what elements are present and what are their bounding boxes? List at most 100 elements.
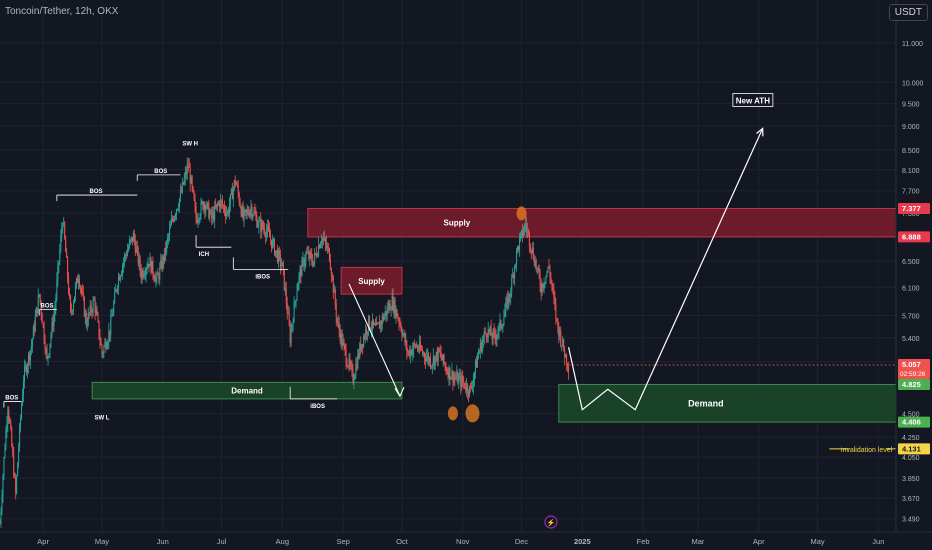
candle bbox=[372, 319, 374, 325]
supply-zone bbox=[307, 208, 897, 238]
candle bbox=[403, 333, 405, 335]
candle bbox=[102, 353, 104, 355]
candle bbox=[476, 357, 478, 368]
candle bbox=[350, 365, 352, 366]
candle bbox=[78, 279, 80, 287]
candle bbox=[440, 352, 442, 358]
candle bbox=[33, 326, 35, 331]
candle bbox=[502, 325, 504, 328]
candle bbox=[32, 326, 34, 340]
candle bbox=[235, 183, 237, 185]
candle bbox=[158, 274, 160, 280]
candle bbox=[55, 297, 57, 309]
candle bbox=[194, 200, 196, 207]
candle bbox=[277, 250, 279, 263]
candle bbox=[496, 335, 498, 340]
candle bbox=[278, 250, 280, 255]
candle bbox=[400, 323, 402, 331]
candle bbox=[224, 211, 226, 216]
candle bbox=[148, 264, 150, 267]
candle bbox=[149, 258, 151, 267]
candle bbox=[383, 315, 385, 321]
price-label-text: 6.888 bbox=[902, 232, 921, 241]
candle bbox=[494, 332, 496, 337]
candle bbox=[86, 324, 88, 326]
candle bbox=[542, 283, 544, 288]
candle bbox=[312, 261, 314, 266]
candle bbox=[484, 331, 486, 334]
candle bbox=[299, 269, 301, 275]
lightning-icon bbox=[544, 515, 558, 529]
candle bbox=[515, 264, 517, 267]
price-tick-label: 3.670 bbox=[902, 496, 920, 503]
candle bbox=[142, 270, 144, 277]
candle bbox=[313, 261, 315, 266]
down-arrow-head bbox=[394, 387, 405, 398]
candle bbox=[522, 230, 524, 237]
candle bbox=[421, 349, 423, 351]
candle bbox=[192, 186, 194, 192]
candle bbox=[60, 235, 62, 250]
candle bbox=[460, 375, 462, 387]
candle bbox=[474, 360, 476, 373]
candle bbox=[128, 241, 130, 248]
candle bbox=[260, 219, 262, 232]
time-tick-label: Oct bbox=[396, 537, 409, 546]
candle bbox=[424, 357, 426, 362]
candle bbox=[493, 330, 495, 333]
candle bbox=[252, 215, 254, 217]
candle bbox=[144, 274, 146, 276]
price-label-text: 7.377 bbox=[902, 204, 921, 213]
candle bbox=[365, 329, 367, 338]
candle bbox=[413, 343, 415, 350]
candle bbox=[159, 266, 161, 280]
time-axis bbox=[0, 532, 932, 550]
candle bbox=[329, 260, 331, 270]
candle bbox=[303, 259, 305, 267]
candle bbox=[364, 336, 366, 338]
candle bbox=[391, 295, 393, 310]
candle bbox=[263, 227, 265, 230]
candle bbox=[422, 350, 424, 354]
candle bbox=[38, 294, 40, 296]
candle bbox=[268, 226, 270, 231]
candle bbox=[201, 202, 203, 203]
candle bbox=[161, 260, 163, 269]
currency-button[interactable]: USDT bbox=[888, 4, 928, 21]
candle bbox=[51, 321, 53, 335]
candle bbox=[80, 287, 82, 292]
candle bbox=[367, 331, 369, 334]
candle bbox=[491, 335, 493, 340]
candle bbox=[14, 476, 16, 477]
candle bbox=[443, 354, 445, 364]
candle bbox=[169, 228, 171, 236]
candle bbox=[409, 350, 411, 357]
candle bbox=[306, 252, 308, 254]
price-tick-label: 7.300 bbox=[902, 211, 920, 218]
candle bbox=[230, 189, 232, 195]
candle bbox=[456, 372, 458, 379]
candle bbox=[267, 226, 269, 231]
price-label-supply bbox=[898, 231, 930, 243]
candle bbox=[316, 253, 318, 257]
candle bbox=[187, 164, 189, 167]
candle bbox=[185, 172, 187, 175]
candle bbox=[175, 209, 177, 215]
candle bbox=[386, 307, 388, 316]
price-label-supply bbox=[898, 203, 930, 215]
candle bbox=[347, 366, 349, 368]
candle bbox=[247, 210, 249, 214]
candle bbox=[340, 333, 342, 342]
candle bbox=[385, 311, 387, 316]
candle bbox=[100, 341, 102, 345]
candle bbox=[285, 288, 287, 304]
price-label-text: 4.131 bbox=[902, 444, 921, 453]
candle bbox=[286, 303, 288, 314]
candle bbox=[307, 252, 309, 254]
candle bbox=[188, 166, 190, 169]
candle bbox=[47, 356, 49, 359]
candle bbox=[518, 246, 520, 250]
candle bbox=[244, 209, 246, 211]
candle bbox=[375, 323, 377, 326]
candle bbox=[428, 358, 430, 362]
